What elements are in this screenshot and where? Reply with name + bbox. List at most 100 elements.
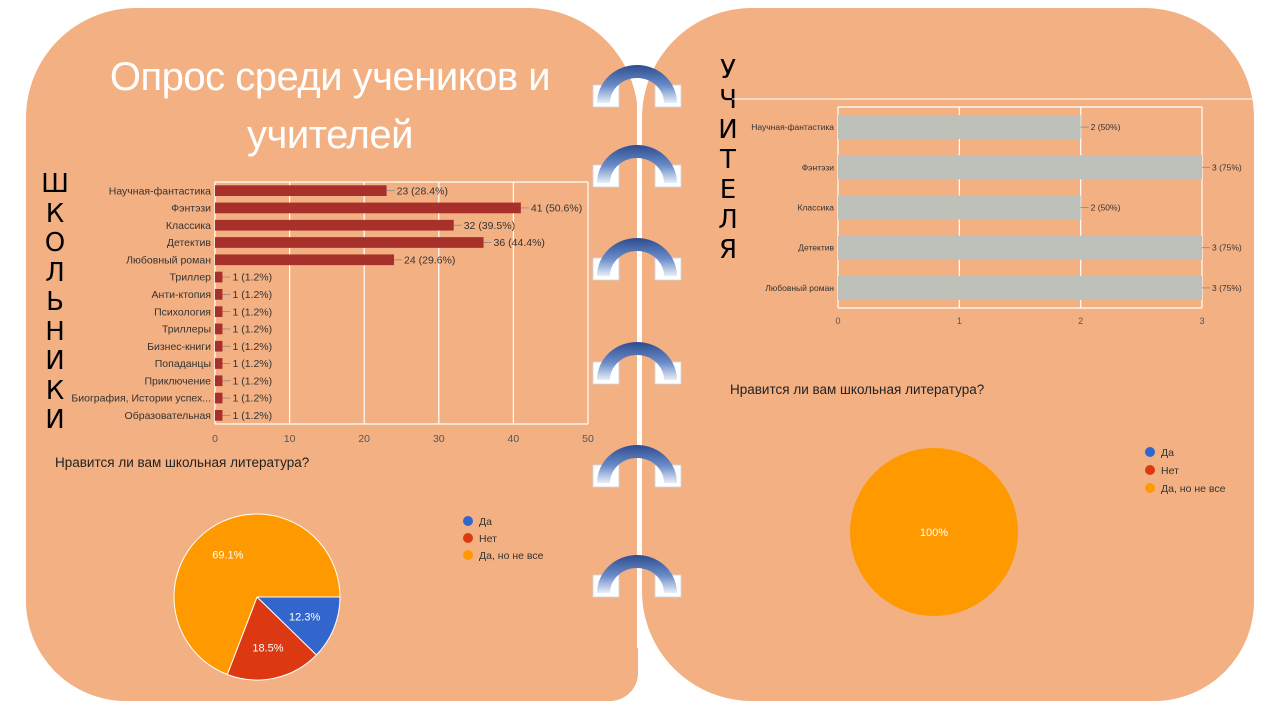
binder-ring bbox=[597, 342, 677, 380]
teachers-bar-chart-category-label: Детектив bbox=[798, 243, 834, 253]
students-label-letter: Н bbox=[45, 316, 65, 347]
slide-title: Опрос среди учеников и учителей bbox=[109, 55, 551, 157]
teachers-bar-chart-category-label: Фэнтэзи bbox=[802, 162, 835, 172]
teachers-label-letter: Ч bbox=[719, 85, 737, 115]
students-bar-chart-category-label: Образовательная bbox=[125, 410, 211, 422]
students-bar-chart-category-label: Попаданцы bbox=[155, 358, 211, 370]
students-bar-chart-data-label: 24 (29.6%) bbox=[404, 254, 455, 266]
students-bar-chart-data-label: 41 (50.6%) bbox=[531, 203, 582, 215]
students-bar-chart-plot-area bbox=[215, 182, 588, 424]
students-bar-chart-category-label: Фэнтэзи bbox=[171, 203, 211, 215]
teachers-bar-chart-tick-label: 0 bbox=[835, 316, 840, 326]
teachers-pie-legend-label: Нет bbox=[1161, 465, 1179, 477]
teachers-bar-chart-bar bbox=[838, 155, 1202, 180]
teachers-pie-question: Нравится ли вам школьная литература? bbox=[730, 382, 985, 397]
students-bar-chart-category-label: Триллеры bbox=[162, 324, 211, 336]
students-bar-chart-bar bbox=[215, 237, 484, 248]
teachers-pie-legend-swatch bbox=[1145, 465, 1155, 475]
students-bar-chart-data-label: 1 (1.2%) bbox=[232, 272, 272, 284]
teachers-bar-chart-data-label: 2 (50%) bbox=[1091, 122, 1121, 132]
students-bar-chart-data-label: 1 (1.2%) bbox=[232, 341, 272, 353]
students-bar-chart-category-label: Классика bbox=[166, 220, 211, 232]
teachers-label-letter: И bbox=[718, 115, 738, 145]
teachers-bar-chart-bar bbox=[838, 115, 1081, 140]
students-bar-chart-category-label: Психология bbox=[154, 306, 211, 318]
students-label-letter: Ь bbox=[46, 287, 64, 317]
students-bar-chart-data-label: 1 (1.2%) bbox=[232, 358, 272, 370]
binder-ring bbox=[597, 145, 677, 183]
students-bar-chart-data-label: 1 (1.2%) bbox=[232, 393, 272, 405]
students-bar-chart-data-label: 1 (1.2%) bbox=[232, 324, 272, 336]
teachers-pie-legend-swatch bbox=[1145, 483, 1155, 493]
students-bar-chart-tick-label: 40 bbox=[508, 433, 520, 445]
students-bar-chart-category-label: Триллер bbox=[170, 272, 212, 284]
students-label-letter: И bbox=[45, 405, 65, 435]
students-label-letter: Л bbox=[45, 257, 65, 288]
binder-ring bbox=[597, 555, 677, 593]
students-pie-legend-label: Нет bbox=[479, 533, 497, 545]
students-pie-slice-label: 12.3% bbox=[289, 611, 320, 623]
students-bar-chart-bar bbox=[215, 358, 223, 369]
students-pie-legend-swatch bbox=[463, 550, 473, 560]
teachers-bar-chart-bar bbox=[838, 275, 1202, 300]
students-bar-chart-data-label: 23 (28.4%) bbox=[397, 185, 448, 197]
teachers-label-letter: Я bbox=[718, 235, 738, 265]
teachers-label-letter: Е bbox=[719, 175, 737, 205]
binder-ring bbox=[597, 65, 677, 103]
teachers-bar-chart-data-label: 3 (75%) bbox=[1212, 243, 1242, 253]
teachers-bar-chart-category-label: Классика bbox=[797, 202, 834, 212]
students-bar-chart-category-label: Научная-фантастика bbox=[109, 185, 211, 197]
teachers-bar-chart-tick-label: 3 bbox=[1199, 316, 1204, 326]
teachers-label-letter: У bbox=[720, 55, 736, 85]
students-pie-slice bbox=[255, 596, 341, 656]
teachers-bar-chart-tick-label: 2 bbox=[1078, 316, 1083, 326]
students-bar-chart-tick-label: 0 bbox=[212, 433, 218, 445]
students-bar-chart-bar bbox=[215, 202, 521, 214]
students-label-letter: К bbox=[45, 375, 65, 406]
students-bar-chart-data-label: 1 (1.2%) bbox=[232, 306, 272, 318]
students-bar-chart-bar bbox=[215, 340, 223, 352]
binder-ring bbox=[597, 238, 677, 276]
students-bar-chart-bar bbox=[215, 375, 223, 387]
students-pie-slice-label: 18.5% bbox=[252, 642, 283, 654]
students-bar-chart-data-label: 1 (1.2%) bbox=[232, 410, 272, 422]
students-pie-question: Нравится ли вам школьная литература? bbox=[55, 455, 310, 470]
students-bar-chart-tick-label: 30 bbox=[433, 433, 445, 445]
teachers-pie-slice bbox=[850, 448, 1018, 616]
students-pie-slice bbox=[173, 513, 341, 676]
students-bar-chart-bar bbox=[215, 271, 223, 283]
students-bar-chart-data-label: 36 (44.4%) bbox=[494, 237, 545, 249]
students-bar-chart-data-label: 1 (1.2%) bbox=[232, 375, 272, 387]
teachers-label-letter: Л bbox=[718, 205, 738, 235]
students-bar-chart-bar bbox=[215, 306, 223, 318]
students-label-letter: Ш bbox=[41, 169, 69, 199]
binder-ring bbox=[597, 445, 677, 483]
students-bar-chart-category-label: Бизнес-книги bbox=[147, 341, 211, 353]
students-label-letter: К bbox=[45, 198, 65, 229]
students-bar-chart-category-label: Любовный роман bbox=[126, 254, 211, 266]
teachers-label-letter: Т bbox=[720, 145, 736, 175]
students-bar-chart-bar bbox=[215, 219, 454, 231]
students-bar-chart-data-label: 32 (39.5%) bbox=[464, 220, 515, 232]
students-bar-chart-bar bbox=[215, 185, 387, 197]
teachers-bar-chart-data-label: 3 (75%) bbox=[1212, 162, 1242, 172]
students-pie-legend-label: Да bbox=[479, 516, 492, 528]
students-pie-legend-swatch bbox=[463, 533, 473, 543]
teachers-bar-chart-category-label: Любовный роман bbox=[765, 283, 834, 293]
teachers-pie-slice-label: 100% bbox=[920, 527, 948, 539]
students-bar-chart-category-label: Приключение bbox=[144, 375, 211, 387]
students-bar-chart-category-label: Анти-ктопия bbox=[152, 289, 211, 301]
students-pie-slice-label: 69.1% bbox=[212, 550, 243, 562]
students-bar-chart-tick-label: 20 bbox=[358, 433, 370, 445]
students-bar-chart-bar bbox=[215, 323, 223, 335]
students-label-letter: О bbox=[44, 228, 66, 258]
students-label-letter: И bbox=[45, 346, 65, 376]
students-bar-chart-tick-label: 10 bbox=[284, 433, 296, 445]
students-bar-chart-data-label: 1 (1.2%) bbox=[232, 289, 272, 301]
teachers-pie-legend-swatch bbox=[1145, 447, 1155, 457]
students-pie-legend-swatch bbox=[463, 516, 473, 526]
students-bar-chart-category-label: Биография, Истории успех... bbox=[71, 393, 211, 405]
